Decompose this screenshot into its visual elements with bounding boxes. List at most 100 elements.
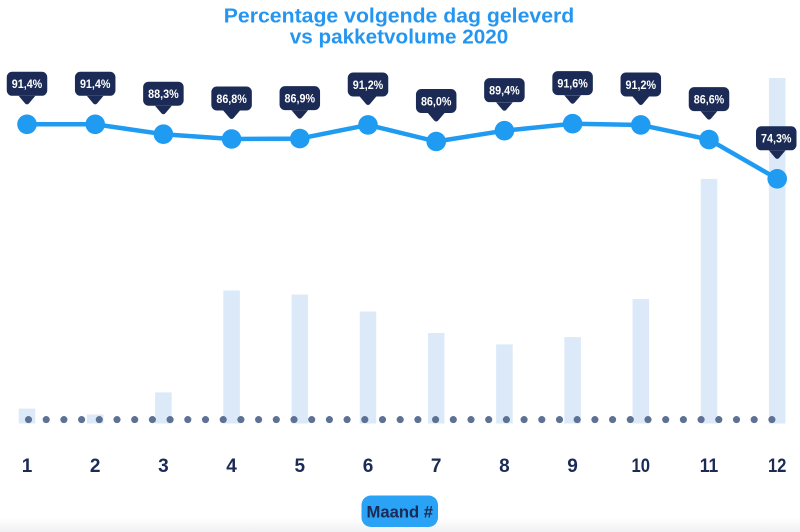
point-label-month-12: 74,3% xyxy=(756,126,797,159)
point-label-pointer xyxy=(564,95,581,104)
line-marker-month-5 xyxy=(290,128,310,149)
point-label-month-8: 89,4% xyxy=(484,78,525,111)
point-label-pointer xyxy=(427,113,445,122)
x-tick-label-4: 4 xyxy=(226,456,237,477)
line-marker-month-9 xyxy=(562,113,583,134)
line-marker-month-12 xyxy=(767,169,787,189)
baseline-dot xyxy=(396,416,404,424)
point-label-month-5: 86,9% xyxy=(279,86,321,119)
baseline-dot xyxy=(201,416,210,424)
baseline-dot xyxy=(502,416,510,424)
baseline-dot xyxy=(697,416,705,424)
x-axis-title: Maand # xyxy=(367,502,433,521)
baseline-dot xyxy=(60,416,68,424)
line-marker-month-6 xyxy=(358,115,378,135)
point-label-month-4: 86,8% xyxy=(211,86,252,120)
volume-bar-month-3 xyxy=(155,392,172,424)
x-axis-title-badge-background xyxy=(361,495,438,527)
baseline-dot xyxy=(378,416,387,424)
baseline-dot xyxy=(255,416,263,424)
baseline-dot xyxy=(95,416,103,424)
point-label-pointer xyxy=(700,111,718,120)
point-label-text: 86,9% xyxy=(285,91,316,105)
baseline-dot xyxy=(679,416,687,424)
point-label-pointer xyxy=(768,150,786,159)
point-label-month-9: 91,6% xyxy=(552,71,593,104)
point-label-text: 91,6% xyxy=(557,76,588,90)
x-tick-label-2: 2 xyxy=(90,456,101,477)
volume-bar-month-9 xyxy=(564,337,581,424)
point-label-bubble xyxy=(143,81,184,106)
point-label-bubble xyxy=(620,72,662,97)
point-label-month-11: 86,6% xyxy=(688,87,730,120)
x-tick-label-6: 6 xyxy=(363,456,374,477)
point-label-text: 86,6% xyxy=(694,92,725,106)
baseline-dot xyxy=(361,416,369,424)
baseline-dot xyxy=(290,416,298,424)
point-label-bubble xyxy=(688,87,730,112)
baseline-dot xyxy=(449,416,457,424)
volume-bar-month-7 xyxy=(427,332,445,424)
chart-title-line-2: vs pakketvolume 2020 xyxy=(290,27,509,49)
percentage-line-layer xyxy=(17,113,787,189)
point-label-month-10: 91,2% xyxy=(620,72,662,105)
point-label-pointer xyxy=(359,96,377,105)
x-tick-label-5: 5 xyxy=(295,456,306,477)
x-tick-label-10: 10 xyxy=(632,456,651,477)
baseline-dot xyxy=(113,416,121,424)
point-label-text: 86,0% xyxy=(421,94,452,108)
baseline-dot xyxy=(148,416,156,424)
line-marker-month-3 xyxy=(153,124,174,144)
point-label-bubble xyxy=(484,78,525,103)
volume-bar-month-2 xyxy=(86,414,104,424)
baseline-dot xyxy=(78,416,86,424)
percentage-line xyxy=(24,121,780,182)
point-label-text: 86,8% xyxy=(216,92,247,106)
baseline-dot xyxy=(42,416,50,424)
baseline-dot xyxy=(609,416,617,424)
point-label-month-7: 86,0% xyxy=(415,89,457,122)
baseline-dot xyxy=(591,416,599,424)
point-label-text: 91,4% xyxy=(80,77,111,91)
volume-bar-month-12 xyxy=(768,78,786,424)
point-label-month-3: 88,3% xyxy=(143,81,184,115)
baseline-dot xyxy=(272,416,280,424)
baseline-dot xyxy=(573,416,581,424)
baseline-dotted-line xyxy=(24,416,776,424)
point-label-month-1: 91,4% xyxy=(6,71,48,105)
point-label-bubble xyxy=(279,86,321,111)
baseline-dot xyxy=(715,416,723,424)
line-marker-month-8 xyxy=(494,120,515,141)
point-label-bubble xyxy=(552,71,593,96)
point-label-bubble xyxy=(347,72,389,97)
point-labels-layer: 91,4% 91,4% 88,3% 86,8% 86,9% 91,2% 86,0% 89,4%… xyxy=(6,71,797,159)
point-label-pointer xyxy=(632,96,650,105)
x-axis-title-badge: Maand # xyxy=(361,495,438,527)
baseline-dot xyxy=(520,416,528,424)
point-label-text: 91,2% xyxy=(353,78,384,92)
baseline-dot xyxy=(343,416,351,424)
volume-bar-month-6 xyxy=(359,311,377,424)
x-tick-label-12: 12 xyxy=(768,456,787,477)
baseline-dot xyxy=(24,416,33,424)
point-label-month-6: 91,2% xyxy=(347,72,389,105)
line-marker-month-11 xyxy=(699,129,719,150)
baseline-dot xyxy=(644,416,652,424)
baseline-dot xyxy=(626,416,634,424)
baseline-dot xyxy=(237,416,245,424)
baseline-dot xyxy=(131,416,139,424)
baseline-dot xyxy=(538,416,546,424)
point-label-bubble xyxy=(6,71,48,96)
point-label-pointer xyxy=(223,110,240,120)
x-tick-labels-layer: 1 2 3 4 5 6 7 8 9 10 11 12 xyxy=(22,456,787,477)
volume-bars-layer xyxy=(18,78,786,424)
point-label-bubble xyxy=(74,71,116,96)
baseline-dot xyxy=(485,416,493,424)
baseline-dot xyxy=(467,416,475,424)
line-marker-month-1 xyxy=(17,114,37,135)
x-tick-label-8: 8 xyxy=(499,456,510,477)
point-label-pointer xyxy=(291,110,309,119)
point-label-bubble xyxy=(211,86,252,111)
baseline-dot xyxy=(750,416,758,424)
